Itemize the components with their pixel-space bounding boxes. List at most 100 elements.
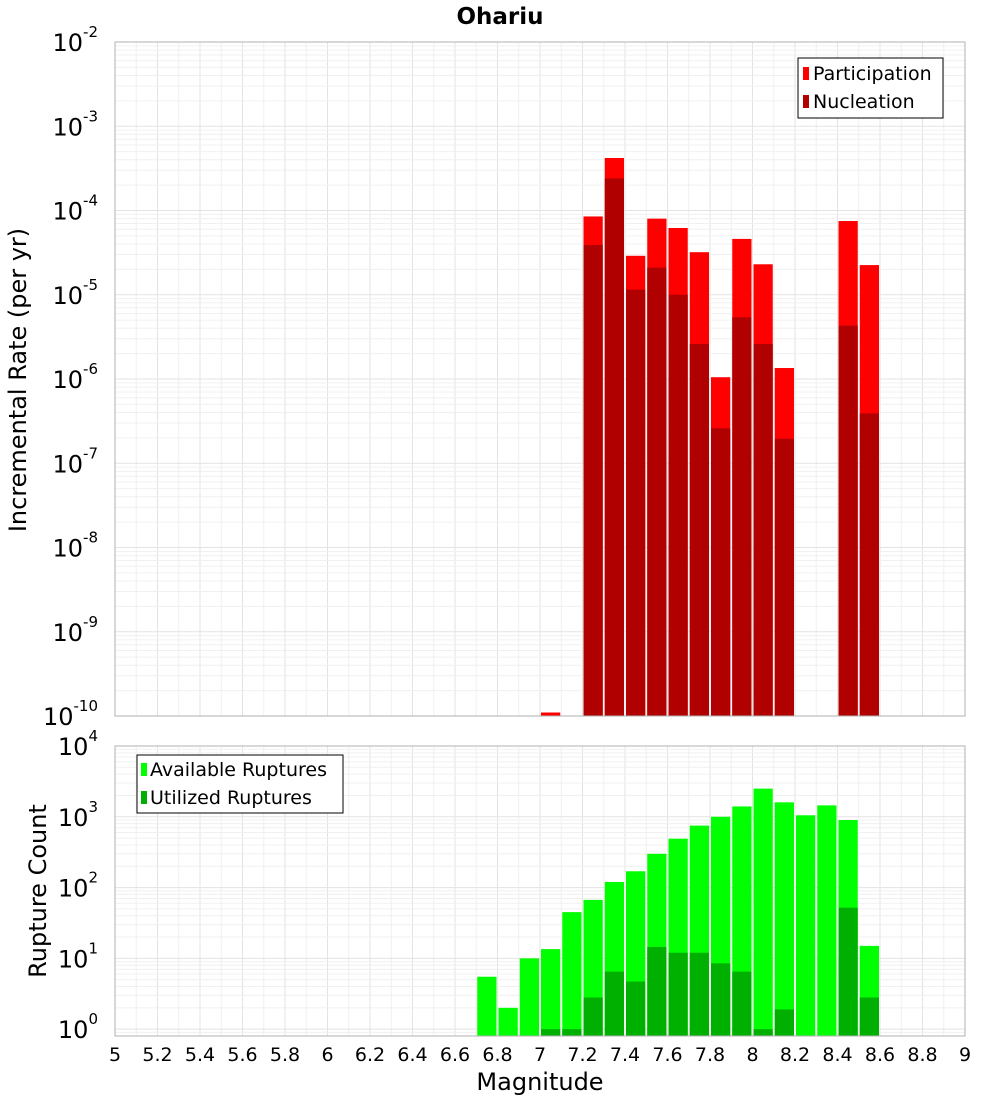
- legend-label-participation: Participation: [813, 63, 932, 85]
- y-tick-exponent: -8: [83, 529, 98, 547]
- y-tick-base: 10: [52, 535, 83, 563]
- x-tick-label: 7.8: [695, 1044, 725, 1066]
- y-tick-exponent: 3: [88, 798, 98, 816]
- y-tick-label: 10-6: [52, 360, 98, 394]
- y-tick-base: 10: [58, 733, 89, 761]
- y-tick-exponent: 1: [88, 939, 98, 957]
- bottom-bar-available-ruptures: [562, 912, 582, 1036]
- bottom-bar-available-ruptures: [774, 802, 794, 1036]
- top-bar-nucleation: [774, 438, 794, 716]
- legend-label-utilized: Utilized Ruptures: [150, 787, 312, 809]
- y-tick-base: 10: [58, 875, 89, 903]
- bottom-bar-utilized-ruptures: [859, 997, 879, 1036]
- x-tick-label: 6.8: [482, 1044, 512, 1066]
- legend-label-nucleation: Nucleation: [813, 91, 915, 113]
- bottom-bar-utilized-ruptures: [541, 1029, 561, 1036]
- y-tick-exponent: 4: [88, 727, 98, 745]
- bottom-bar-available-ruptures: [541, 949, 561, 1036]
- x-tick-label: 6.4: [397, 1044, 427, 1066]
- bottom-legend-box: [136, 754, 344, 814]
- bottom-bar-utilized-ruptures: [689, 952, 709, 1036]
- bottom-bar-utilized-ruptures: [562, 1029, 582, 1036]
- y-tick-base: 10: [52, 619, 83, 647]
- top-legend-box: [797, 57, 944, 119]
- bottom-bar-available-ruptures: [817, 805, 837, 1036]
- top-bar-nucleation: [604, 178, 624, 716]
- y-tick-exponent: -2: [83, 23, 98, 41]
- bottom-y-axis-label: Rupture Count: [24, 804, 52, 978]
- y-tick-exponent: 2: [88, 869, 98, 887]
- chart-title: Ohariu: [456, 4, 543, 30]
- bottom-bar-available-ruptures: [498, 1007, 518, 1036]
- y-tick-exponent: -4: [83, 192, 98, 210]
- bottom-bar-utilized-ruptures: [647, 946, 667, 1036]
- y-tick-label: 101: [58, 939, 98, 973]
- top-bar-nucleation: [647, 267, 667, 716]
- top-bars: [541, 157, 879, 717]
- y-tick-label: 104: [58, 727, 98, 761]
- legend-swatch-available: [141, 763, 147, 776]
- bottom-bar-available-ruptures: [519, 958, 539, 1036]
- y-tick-base: 10: [52, 198, 83, 226]
- bottom-bar-available-ruptures: [796, 815, 816, 1036]
- legend-label-available: Available Ruptures: [150, 759, 327, 781]
- y-tick-label: 10-10: [43, 697, 98, 731]
- bottom-bar-utilized-ruptures: [711, 963, 731, 1036]
- x-tick-label: 7.6: [652, 1044, 682, 1066]
- y-tick-base: 10: [43, 703, 74, 731]
- bottom-bar-utilized-ruptures: [732, 971, 752, 1036]
- top-y-axis-label: Incremental Rate (per yr): [4, 228, 32, 532]
- x-ticks: 5 5.2 5.4 5.6 5.8 6 6.2 6.4 6.6 6.8 7 7.2 7.4 7.6 7.8 8…: [109, 1044, 971, 1066]
- x-tick-label: 9: [959, 1044, 971, 1066]
- y-tick-base: 10: [52, 450, 83, 478]
- legend-swatch-utilized: [141, 791, 147, 804]
- y-tick-label: 10-7: [52, 444, 98, 478]
- bottom-bar-utilized-ruptures: [626, 981, 646, 1036]
- top-gridlines: [114, 41, 966, 717]
- bottom-bar-utilized-ruptures: [753, 1029, 773, 1036]
- y-tick-exponent: -10: [74, 697, 99, 715]
- x-tick-label: 5.2: [142, 1044, 172, 1066]
- bottom-bar-utilized-ruptures: [583, 997, 603, 1036]
- x-tick-label: 8.8: [907, 1044, 937, 1066]
- y-tick-label: 100: [58, 1010, 98, 1044]
- y-tick-exponent: -3: [83, 107, 98, 125]
- top-bar-nucleation: [626, 289, 646, 716]
- y-tick-label: 10-2: [52, 23, 98, 57]
- bottom-bar-utilized-ruptures: [838, 907, 858, 1036]
- top-bar-nucleation: [583, 244, 603, 716]
- bottom-legend: Available Ruptures Utilized Ruptures: [136, 754, 344, 814]
- x-tick-label: 8.6: [865, 1044, 895, 1066]
- y-tick-exponent: -7: [83, 444, 98, 462]
- y-tick-exponent: -5: [83, 276, 98, 294]
- x-tick-label: 8.2: [780, 1044, 810, 1066]
- x-tick-label: 7.2: [567, 1044, 597, 1066]
- legend-swatch-nucleation: [803, 95, 809, 108]
- y-tick-base: 10: [58, 1016, 89, 1044]
- top-bar-nucleation: [711, 428, 731, 716]
- x-axis-label: Magnitude: [476, 1068, 603, 1096]
- x-tick-label: 5.4: [185, 1044, 215, 1066]
- x-tick-label: 7: [534, 1044, 546, 1066]
- top-bar-nucleation: [753, 344, 773, 716]
- bottom-bars: [477, 788, 879, 1036]
- y-tick-label: 102: [58, 869, 98, 903]
- y-tick-base: 10: [52, 366, 83, 394]
- bottom-bar-utilized-ruptures: [774, 1009, 794, 1036]
- bottom-bar-utilized-ruptures: [604, 971, 624, 1036]
- top-bar-participation: [541, 712, 561, 716]
- top-plot-frame: [114, 41, 966, 717]
- top-legend: Participation Nucleation: [797, 57, 944, 119]
- x-tick-label: 5: [109, 1044, 121, 1066]
- x-tick-label: 5.8: [270, 1044, 300, 1066]
- bottom-bar-available-ruptures: [477, 976, 497, 1036]
- bottom-bar-utilized-ruptures: [668, 952, 688, 1036]
- x-tick-label: 6.2: [355, 1044, 385, 1066]
- y-tick-label: 103: [58, 798, 98, 832]
- bottom-bar-available-ruptures: [753, 788, 773, 1036]
- y-tick-exponent: -6: [83, 360, 98, 378]
- top-bar-nucleation: [732, 317, 752, 716]
- top-bar-nucleation: [689, 344, 709, 716]
